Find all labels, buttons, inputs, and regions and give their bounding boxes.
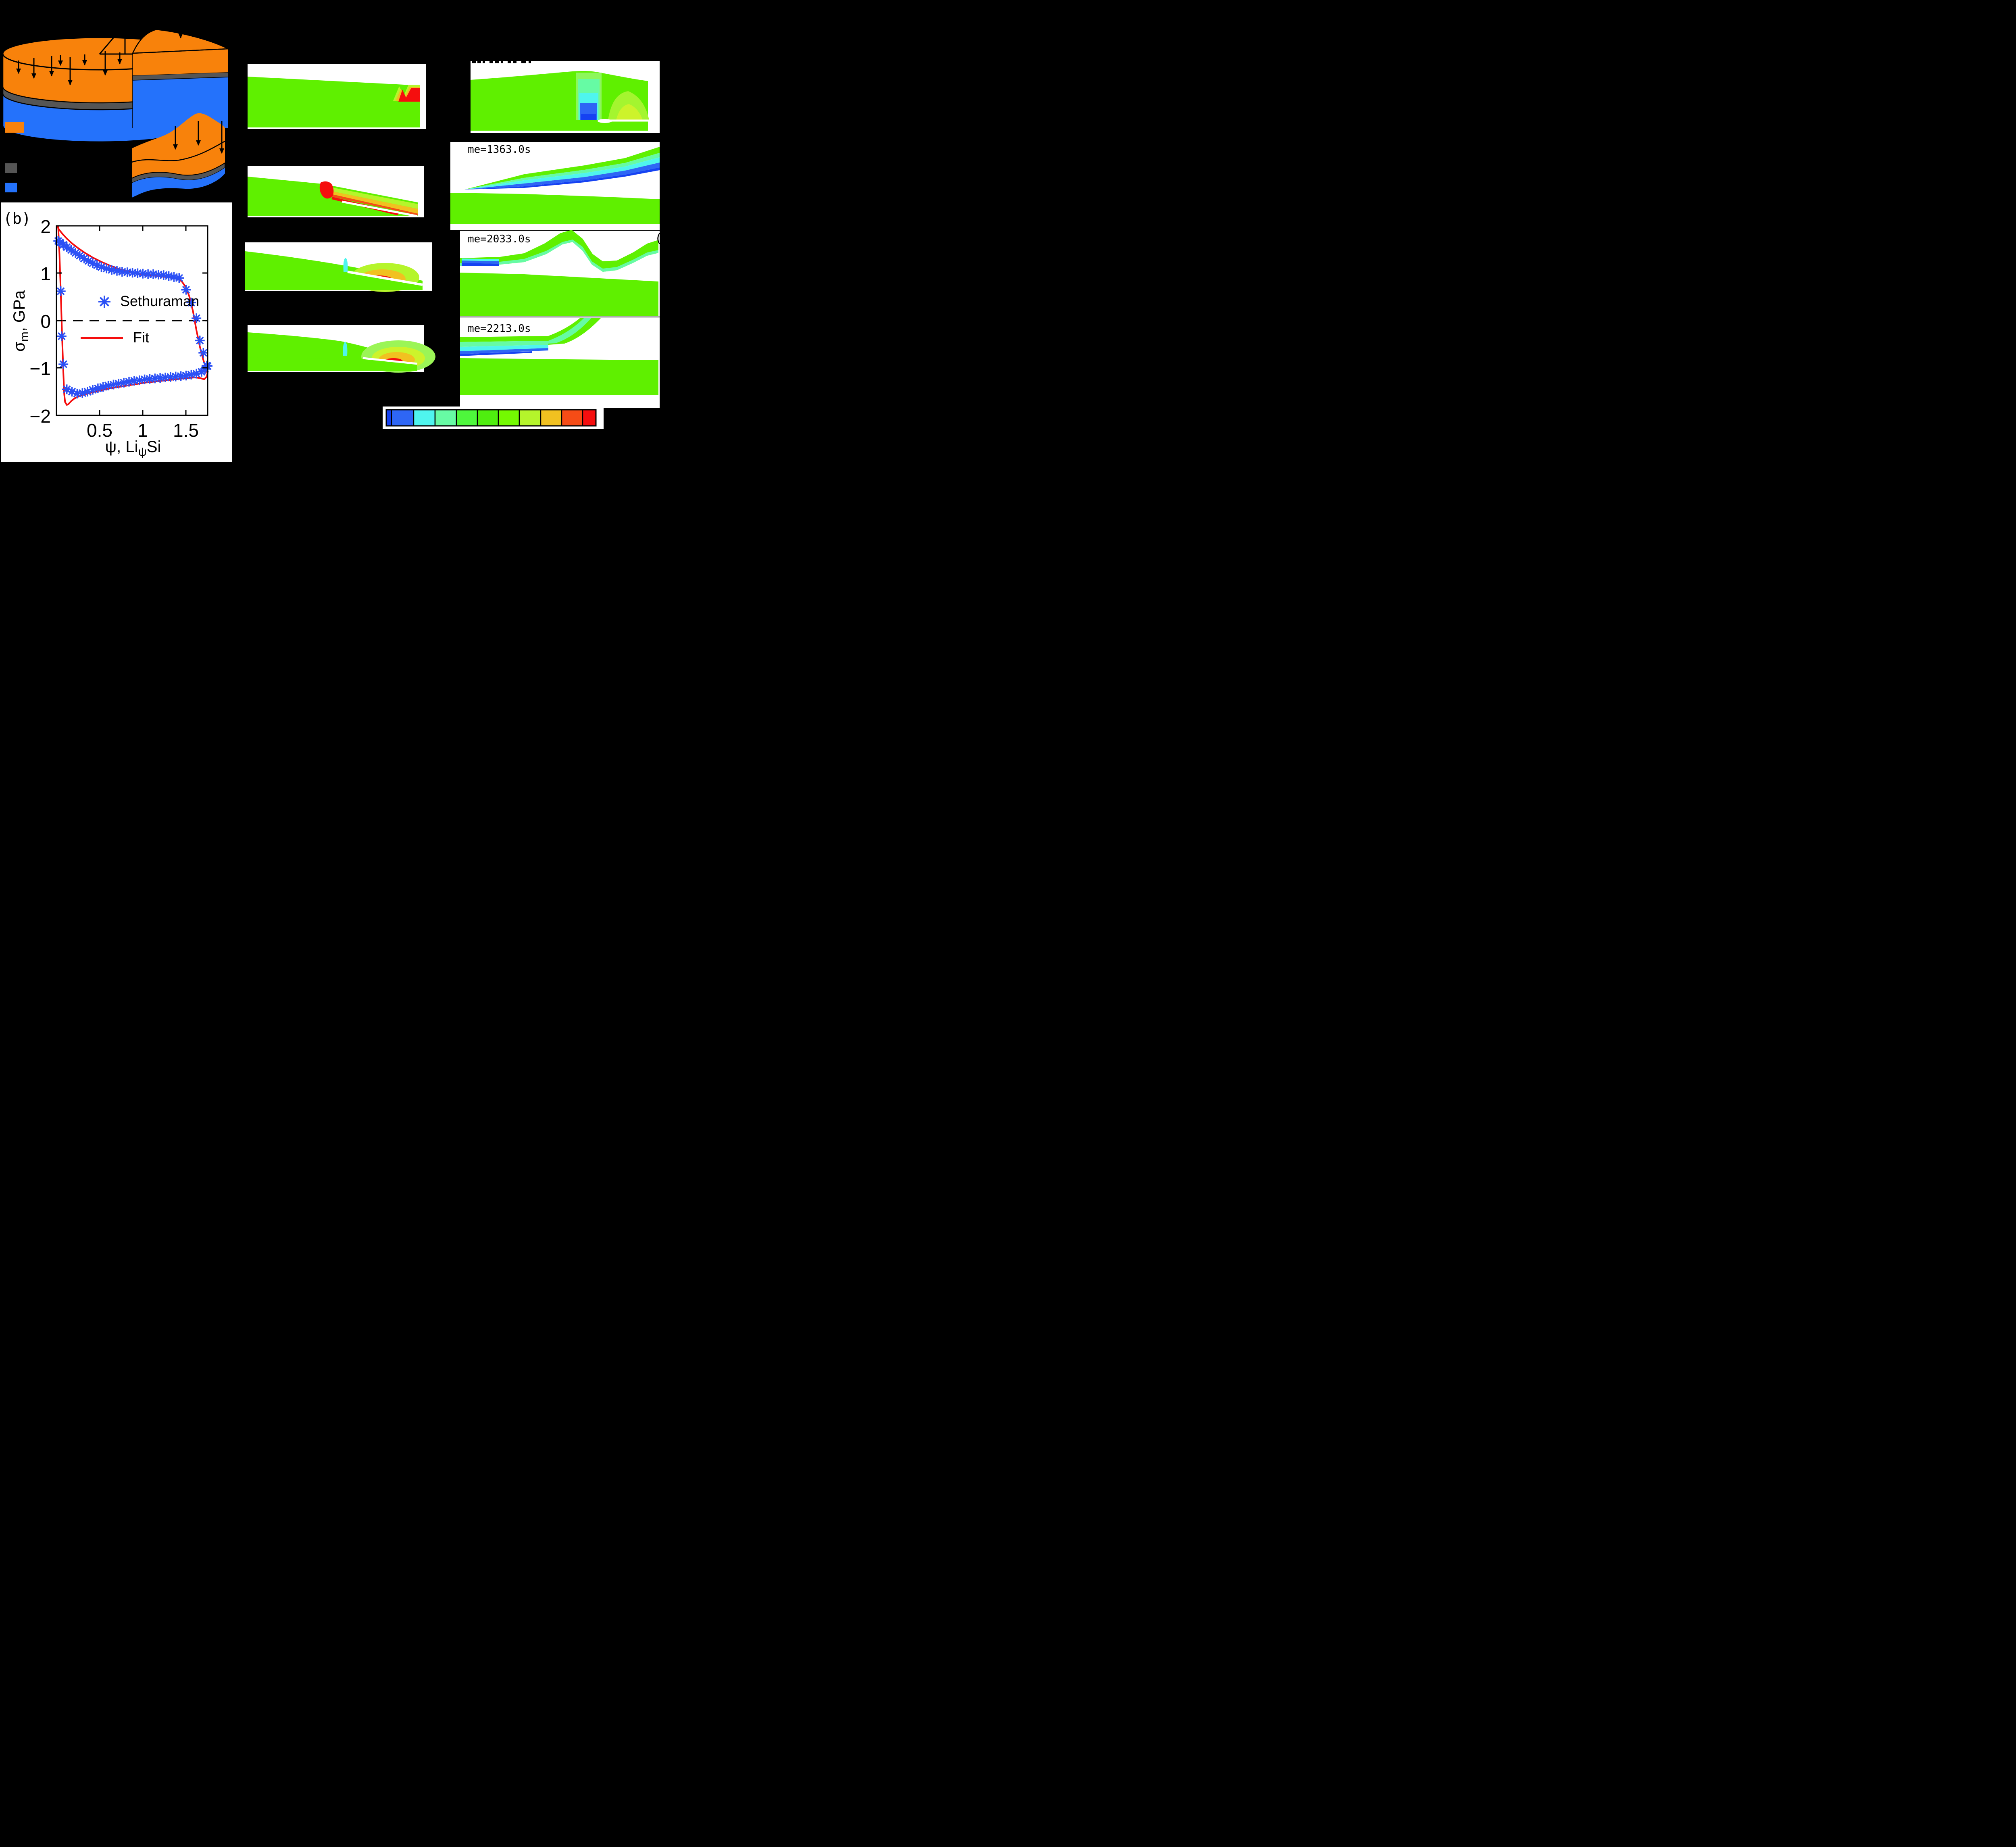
data-point-asterisk	[119, 377, 129, 388]
y-tick-label-1: 1	[40, 263, 51, 284]
colorbar-segment	[385, 409, 392, 427]
data-point-asterisk	[56, 331, 67, 341]
wavy-internal-interface	[131, 140, 225, 163]
r3-lithiated-core	[462, 263, 499, 266]
r4-lithiated-core	[460, 351, 532, 356]
wavy-film	[132, 113, 225, 178]
contour-plot-r3	[460, 230, 660, 317]
r3-substrate-slab	[460, 273, 658, 316]
figure-art	[1, 22, 660, 462]
contour-plot-r4	[460, 317, 660, 408]
r2-substrate-slab	[450, 193, 660, 224]
x-tick-label-05: 0.5	[87, 420, 112, 441]
r4-substrate-slab	[460, 358, 658, 395]
colorbar-segment	[582, 409, 597, 427]
legend-marks	[81, 296, 123, 339]
y-tick-label-m1: −1	[29, 358, 51, 379]
colorbar-segment	[519, 409, 541, 427]
y-tick-label-m2: −2	[29, 406, 51, 427]
legend-label-fit: Fit	[133, 329, 149, 346]
data-point-asterisk	[192, 313, 202, 323]
contour-plot-r1	[471, 61, 660, 133]
panel-b-label: (b)	[3, 210, 31, 227]
flux-arrows	[16, 22, 224, 154]
contour-plot-m2	[248, 166, 424, 217]
y-tick-label-2: 2	[40, 216, 51, 237]
wavy-substrate	[132, 168, 225, 198]
colorbar-segment	[434, 409, 457, 427]
r1-lithiated-trench	[581, 114, 596, 120]
sethuraman-points	[53, 236, 212, 398]
colorbar-segment	[413, 409, 436, 427]
data-point-asterisk	[66, 245, 76, 255]
m1-film-slab	[248, 77, 420, 127]
legend-swatch-film	[5, 122, 24, 133]
colorbar-segment	[391, 409, 414, 427]
colorbar	[385, 409, 597, 427]
plot-b-panel	[1, 202, 232, 462]
y-tick-label-0: 0	[40, 311, 51, 332]
colorbar-segment	[477, 409, 499, 427]
time-label-1: me=1363.0s	[468, 144, 531, 156]
time-label-3: me=2213.0s	[468, 323, 531, 335]
colorbar-segment	[540, 409, 562, 427]
contour-plot-m1	[248, 64, 426, 129]
x-tick-label-1: 1	[137, 420, 148, 441]
data-point-asterisk	[181, 285, 191, 295]
m3-compressive-sliver	[343, 258, 348, 272]
sl极ice-top-face	[131, 29, 230, 54]
data-point-asterisk	[107, 265, 117, 275]
contour-plot-r2	[450, 142, 660, 230]
contour-plot-m4	[248, 325, 435, 373]
m2-stress-hotspot	[319, 181, 334, 199]
x-tick-label-15: 1.5	[173, 420, 199, 441]
m4-compressive-sliver	[343, 342, 348, 356]
clipped-time-label	[472, 61, 531, 63]
data-point-asterisk	[56, 286, 66, 296]
partial-panel-d-label: (	[655, 231, 662, 246]
legend-label-sethuraman: Sethuraman	[120, 293, 200, 309]
colorbar-segment	[561, 409, 583, 427]
disk-substrate-layer	[3, 94, 196, 142]
cut-slice-schematic	[131, 29, 230, 128]
data-point-asterisk	[181, 371, 191, 381]
contour-plot-m3	[245, 242, 432, 292]
data-point-asterisk	[98, 296, 110, 308]
plot-b	[1, 202, 232, 462]
r1-film-slab	[471, 71, 648, 131]
data-point-asterisk	[202, 361, 212, 371]
m2-crack	[342, 200, 418, 217]
time-label-2: me=2033.0s	[468, 233, 531, 245]
colorbar-border	[385, 409, 597, 427]
m3-crack	[347, 271, 423, 286]
axis-ticks	[56, 226, 208, 415]
m1-stress-hotspot	[398, 88, 420, 102]
x-axis-label: ψ, LiψSi	[105, 438, 161, 459]
data-point-asterisk	[198, 348, 208, 358]
data-point-asterisk	[174, 273, 184, 283]
y-axis-label: σm, GPa	[10, 290, 31, 352]
m4-crack	[362, 357, 418, 365]
data-point-asterisk	[195, 336, 205, 346]
slice-film-side	[133, 49, 228, 75]
deformed-film-schematic	[131, 113, 225, 198]
colorbar-segment	[498, 409, 520, 427]
data-point-asterisk	[186, 298, 196, 308]
figure-canvas: (b) 2 1 0 −1 −2 0.5 1 1.5 σm, GPa ψ, Liψ…	[0, 0, 665, 462]
legend-swatch-interlayer	[5, 163, 17, 173]
colorbar-segment	[456, 409, 478, 427]
legend-swatch-substrate	[5, 183, 17, 192]
data-point-asterisk	[58, 359, 69, 369]
